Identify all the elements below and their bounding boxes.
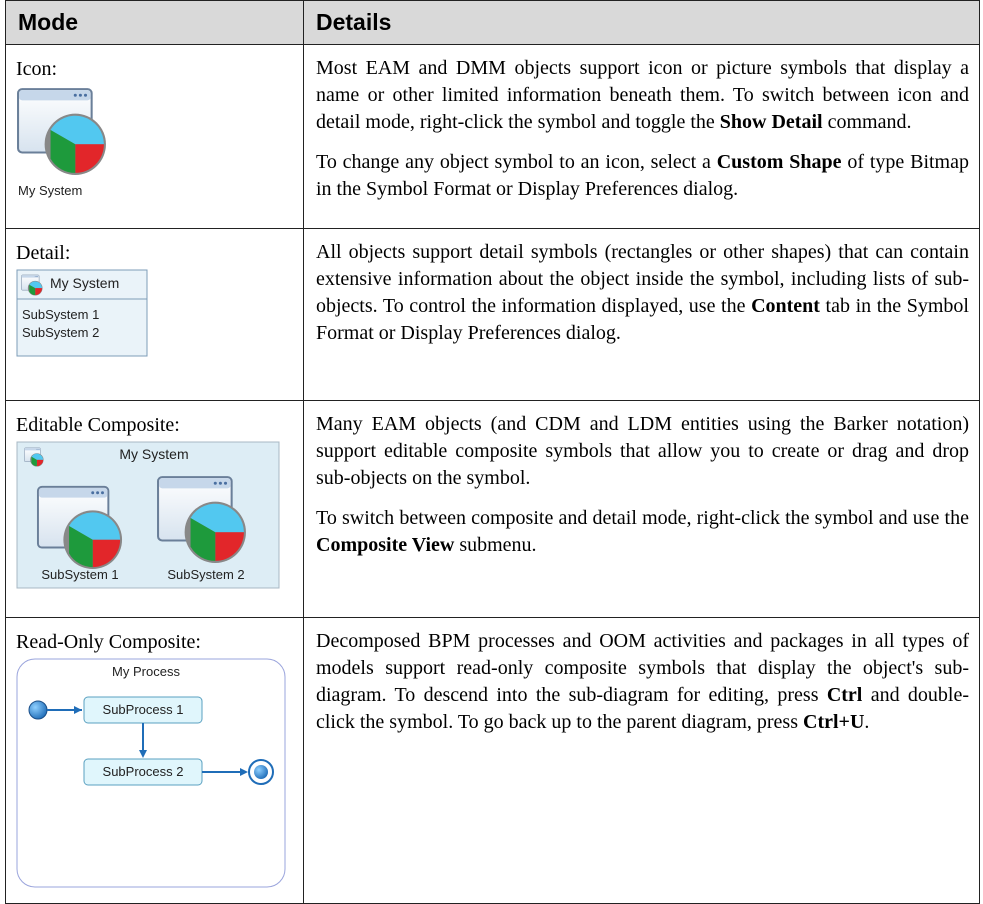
details-cell: Most EAM and DMM objects support icon or…: [303, 44, 980, 229]
header-cell: Details: [303, 0, 980, 45]
text: Most EAM and DMM objects support icon or…: [316, 57, 969, 133]
details-cell: All objects support detail symbols (rect…: [303, 228, 980, 401]
process-symbol: My Process SubProcess 1 SubProcess 2: [16, 658, 286, 888]
composite-symbol: My System SubSystem 1 SubSystem 2: [16, 441, 280, 589]
paragraph: To switch between composite and detail m…: [316, 505, 969, 559]
row: Read-Only Composite: My Process SubProce…: [5, 617, 980, 904]
modes-table: Mode Details Icon: My System Most EAM an…: [5, 0, 980, 904]
sub-item: SubSystem 1: [41, 567, 118, 582]
bold-text: Show Detail: [719, 111, 823, 133]
symbol-label: My System: [18, 183, 82, 198]
mode-cell: Icon: My System: [5, 44, 304, 229]
text: of type Bitmap in the Symbol Format or D…: [316, 151, 969, 200]
details-cell: Many EAM objects (and CDM and LDM entiti…: [303, 400, 980, 618]
paragraph: Decomposed BPM processes and OOM activit…: [316, 628, 969, 736]
bold-text: Ctrl+U: [803, 711, 865, 733]
paragraph: Most EAM and DMM objects support icon or…: [316, 55, 969, 136]
row: Detail: My System SubSystem 1 SubSystem …: [5, 228, 980, 401]
sub-item: SubSystem 1: [22, 307, 99, 322]
symbol-label: My Process: [112, 664, 180, 679]
mode-cell: Read-Only Composite: My Process SubProce…: [5, 617, 304, 904]
text: submenu.: [454, 534, 537, 556]
text: To switch between composite and detail m…: [316, 507, 969, 529]
details-cell: Decomposed BPM processes and OOM activit…: [303, 617, 980, 904]
text: .: [864, 711, 870, 733]
sub-item: SubProcess 2: [103, 764, 184, 779]
mode-label: Editable Composite:: [16, 414, 180, 436]
header-cell: Mode: [5, 0, 304, 45]
text: Decomposed BPM processes and OOM activit…: [316, 630, 969, 706]
bold-text: Ctrl: [826, 684, 863, 706]
text: Many EAM objects (and CDM and LDM entiti…: [316, 413, 969, 489]
detail-symbol: My System SubSystem 1 SubSystem 2: [16, 269, 148, 357]
paragraph: All objects support detail symbols (rect…: [316, 239, 969, 347]
header-row: Mode Details: [5, 0, 980, 45]
mode-label: Read-Only Composite:: [16, 631, 201, 653]
mode-label: Detail:: [16, 242, 71, 264]
sub-item: SubSystem 2: [22, 325, 99, 340]
sub-item: SubSystem 2: [167, 567, 244, 582]
bold-text: Custom Shape: [716, 151, 842, 173]
mode-cell: Detail: My System SubSystem 1 SubSystem …: [5, 228, 304, 401]
mode-label: Icon:: [16, 58, 58, 80]
bold-text: Content: [751, 295, 820, 317]
symbol-label: My System: [119, 446, 188, 462]
paragraph: Many EAM objects (and CDM and LDM entiti…: [316, 411, 969, 492]
row: Editable Composite: My System SubSystem …: [5, 400, 980, 618]
text: command.: [822, 111, 912, 133]
text: To change any object symbol to an icon, …: [316, 151, 717, 173]
icon-symbol: My System: [17, 88, 107, 198]
text: and double-click the symbol. To go back …: [316, 684, 969, 733]
bold-text: Composite View: [316, 534, 455, 556]
text: tab in the Symbol Format or Display Pref…: [316, 295, 969, 344]
paragraph: To change any object symbol to an icon, …: [316, 149, 969, 203]
mode-cell: Editable Composite: My System SubSystem …: [5, 400, 304, 618]
symbol-label: My System: [50, 275, 119, 291]
text: All objects support detail symbols (rect…: [316, 241, 969, 317]
sub-item: SubProcess 1: [103, 702, 184, 717]
row: Icon: My System Most EAM and DMM objects…: [5, 44, 980, 229]
